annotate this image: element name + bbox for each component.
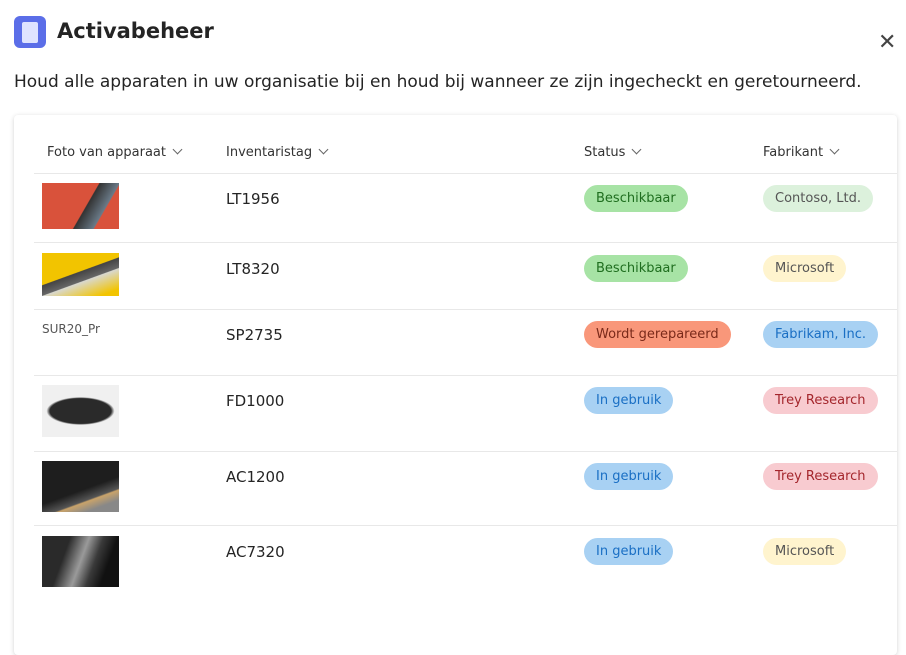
close-button[interactable]: ✕ (878, 30, 897, 55)
separator (34, 451, 897, 452)
separator (34, 242, 897, 243)
device-photo (42, 253, 119, 296)
app-icon (14, 16, 46, 48)
status-pill: In gebruik (584, 387, 674, 414)
description: Houd alle apparaten in uw organisatie bi… (14, 72, 862, 92)
broken-image-alt: SUR20_Pr (42, 322, 100, 336)
manufacturer-pill: Fabrikam, Inc. (763, 321, 879, 348)
inventory-tag[interactable]: SP2735 (226, 326, 283, 344)
manufacturer-pill: Microsoft (763, 538, 847, 565)
table-card (14, 115, 897, 655)
status-pill: Wordt gerepareerd (584, 321, 731, 348)
column-header[interactable]: Fabrikant (763, 145, 838, 160)
status-pill: In gebruik (584, 538, 674, 565)
column-header[interactable]: Inventaristag (226, 145, 327, 160)
inventory-tag[interactable]: FD1000 (226, 392, 285, 410)
device-photo (42, 385, 119, 437)
column-header[interactable]: Status (584, 145, 640, 160)
separator (34, 375, 897, 376)
status-pill: In gebruik (584, 463, 674, 490)
manufacturer-pill: Microsoft (763, 255, 847, 282)
column-header[interactable]: Foto van apparaat (47, 145, 181, 160)
inventory-tag[interactable]: LT8320 (226, 260, 280, 278)
separator (34, 309, 897, 310)
device-photo (42, 461, 119, 512)
inventory-tag[interactable]: AC7320 (226, 543, 285, 561)
inventory-tag[interactable]: LT1956 (226, 190, 280, 208)
device-photo (42, 536, 119, 587)
inventory-tag[interactable]: AC1200 (226, 468, 285, 486)
manufacturer-pill: Trey Research (763, 463, 878, 490)
manufacturer-pill: Contoso, Ltd. (763, 185, 874, 212)
status-pill: Beschikbaar (584, 255, 688, 282)
device-photo (42, 183, 119, 229)
status-pill: Beschikbaar (584, 185, 688, 212)
manufacturer-pill: Trey Research (763, 387, 878, 414)
title: Activabeheer (57, 19, 214, 43)
separator (34, 173, 897, 174)
separator (34, 525, 897, 526)
